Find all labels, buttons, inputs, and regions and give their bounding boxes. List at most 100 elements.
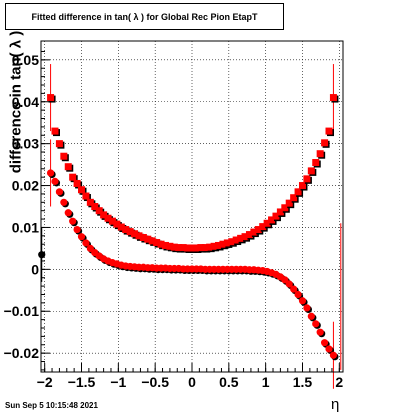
data-point (219, 240, 227, 248)
data-point (303, 175, 311, 183)
y-tick-label: 0.05 (12, 52, 39, 68)
data-point (250, 228, 258, 236)
data-point (307, 312, 315, 320)
x-tick-label: 1.5 (293, 374, 313, 390)
data-point (245, 231, 253, 239)
data-point (241, 233, 249, 241)
data-point (100, 211, 108, 219)
data-point (254, 226, 262, 234)
x-tick-label: −0.5 (141, 374, 169, 390)
data-point (161, 241, 169, 249)
data-point (312, 159, 320, 167)
data-point (298, 297, 307, 305)
x-tick-label: −1.5 (68, 374, 96, 390)
footer-timestamp: Sun Sep 5 10:15:48 2021 (5, 401, 98, 410)
y-tick-label: 0.04 (12, 94, 39, 110)
y-tick-label: 0.01 (12, 219, 39, 235)
data-point (206, 243, 214, 251)
data-point (51, 127, 59, 135)
data-point (47, 94, 55, 102)
data-point (148, 237, 156, 245)
data-point (285, 199, 293, 207)
data-point (117, 223, 125, 231)
data-point (325, 345, 333, 353)
data-point (122, 226, 130, 234)
data-point (55, 188, 64, 196)
data-point (69, 217, 77, 225)
x-axis-label: η (331, 396, 340, 413)
data-point (166, 242, 174, 250)
data-point (298, 182, 306, 190)
data-point (307, 167, 315, 175)
x-tick-label: −1 (110, 374, 126, 390)
y-tick-label: 0.03 (12, 136, 39, 152)
data-point (268, 216, 276, 224)
data-point (184, 244, 192, 252)
data-point (51, 177, 59, 185)
data-point (294, 290, 302, 299)
data-point (281, 204, 289, 212)
grid (41, 41, 343, 372)
data-point (285, 280, 293, 288)
y-axis-label: difference in tan( λ ) (7, 30, 25, 174)
data-point (272, 212, 280, 220)
data-point (223, 239, 231, 247)
tick-labels: −2 −1.5 −1 −0.5 0 0.5 1 1.5 2 −0.02 −0.01 0 0.01 0.02… (4, 52, 344, 390)
y-tick-label: −0.02 (4, 345, 40, 361)
data-point (294, 188, 302, 196)
data-point (201, 244, 209, 252)
data-point (290, 285, 298, 293)
x-tick-label: 0 (188, 374, 196, 390)
data-point (78, 186, 86, 194)
data-point (86, 198, 94, 206)
data-point (321, 139, 329, 147)
data-point (60, 198, 68, 206)
data-points (38, 94, 339, 361)
data-point (259, 223, 267, 231)
axis-ticks (41, 50, 340, 372)
data-point (113, 220, 121, 228)
data-point (325, 127, 333, 135)
data-point (77, 233, 86, 241)
data-point (290, 194, 298, 202)
data-point (329, 351, 338, 359)
data-point (95, 207, 103, 215)
x-tick-label: 1 (262, 374, 270, 390)
data-point (139, 234, 147, 242)
chart-title: Fitted difference in tan( λ ) for Global… (5, 3, 284, 30)
data-point (126, 228, 134, 236)
data-point (69, 173, 77, 181)
data-point (237, 234, 245, 242)
data-point (46, 169, 55, 177)
data-point (179, 244, 187, 252)
data-point (153, 239, 161, 247)
data-point (64, 209, 72, 217)
data-point (303, 304, 311, 312)
data-point (316, 328, 324, 336)
data-point (73, 179, 81, 187)
data-point (157, 240, 165, 248)
data-point (144, 235, 152, 243)
data-point (320, 339, 329, 347)
data-point (91, 203, 99, 210)
x-tick-label: 0.5 (219, 374, 239, 390)
data-point (64, 163, 72, 171)
data-point (329, 94, 337, 102)
data-point (104, 214, 112, 222)
data-point (232, 236, 240, 244)
data-point (197, 244, 205, 252)
data-point (263, 219, 271, 227)
data-point (55, 140, 63, 148)
y-tick-label: 0.02 (12, 178, 39, 194)
x-tick-label: −2 (37, 374, 53, 390)
data-point (60, 152, 68, 160)
data-point (108, 217, 116, 225)
data-point (135, 232, 143, 240)
data-point (210, 242, 218, 250)
data-point (276, 208, 284, 216)
data-point (316, 150, 324, 158)
data-point (170, 243, 178, 251)
data-point (192, 244, 200, 252)
data-point (82, 192, 90, 200)
